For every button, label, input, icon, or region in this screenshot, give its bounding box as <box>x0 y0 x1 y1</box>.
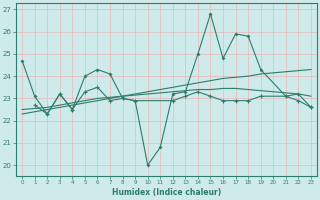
X-axis label: Humidex (Indice chaleur): Humidex (Indice chaleur) <box>112 188 221 197</box>
